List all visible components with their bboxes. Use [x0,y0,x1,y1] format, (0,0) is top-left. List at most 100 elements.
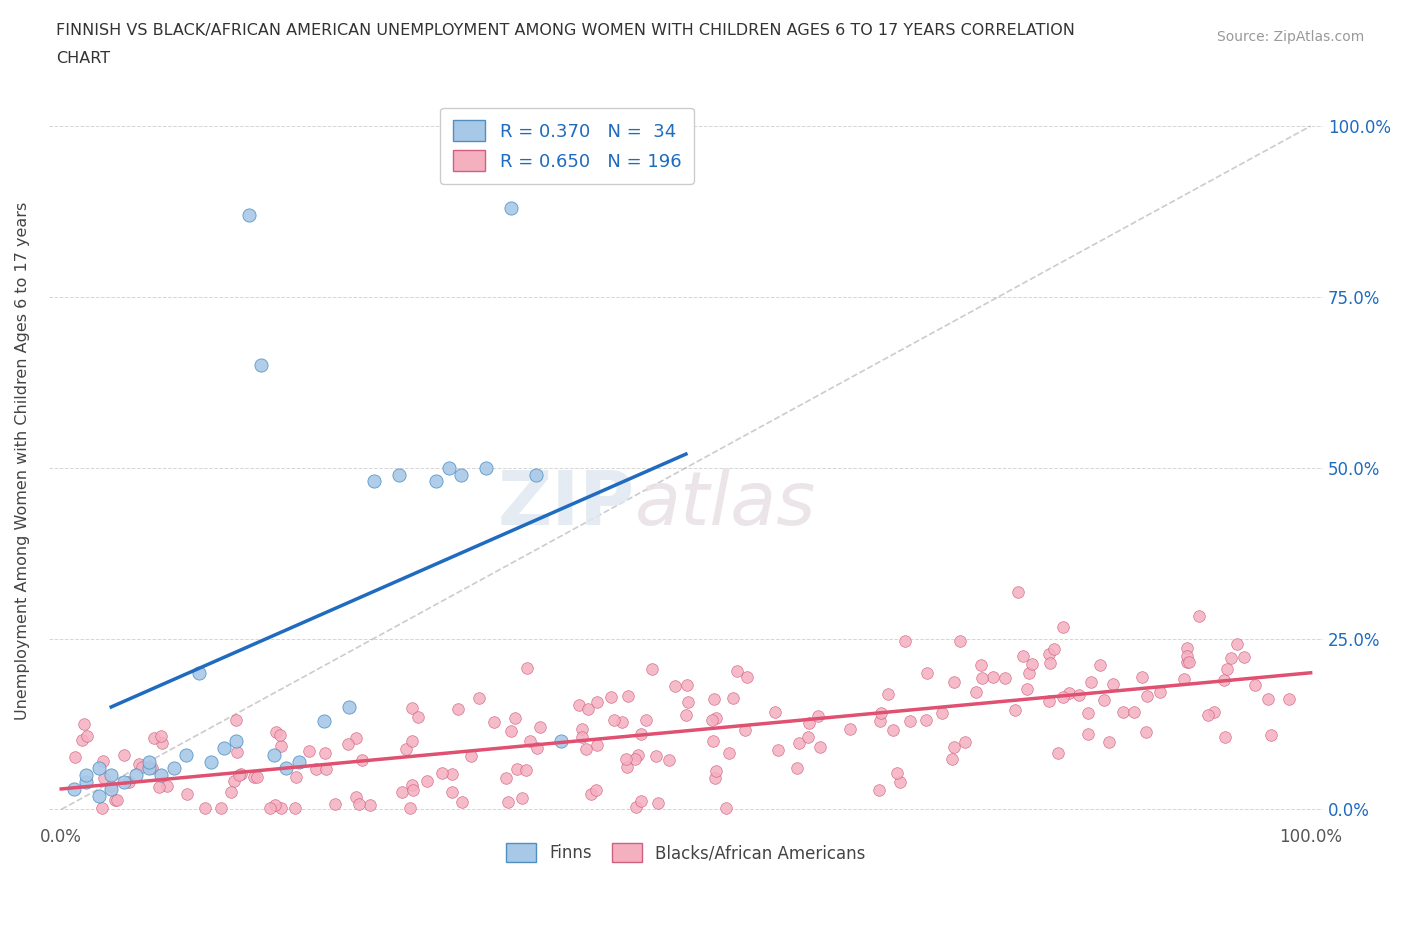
Point [700,712,723,727]
Point [298,744,321,759]
Point [1043,642,1066,657]
Point [703,771,725,786]
Point [150,728,173,743]
Point [387,467,409,482]
Point [344,790,367,804]
Point [624,751,647,766]
Point [575,742,598,757]
Point [264,797,287,812]
Text: Source: ZipAtlas.com: Source: ZipAtlas.com [1216,30,1364,44]
Point [585,782,607,797]
Point [1178,654,1201,669]
Point [636,712,658,727]
Point [225,734,247,749]
Text: ZIP: ZIP [498,468,636,541]
Point [526,741,548,756]
Point [1135,724,1157,739]
Point [148,779,170,794]
Point [931,706,953,721]
Point [499,201,522,216]
Legend: Finns, Blacks/African Americans: Finns, Blacks/African Americans [499,837,873,870]
Point [1136,689,1159,704]
Point [1077,706,1099,721]
Point [87,789,110,804]
Point [225,744,247,759]
Point [943,740,966,755]
Point [955,735,977,750]
Point [228,767,250,782]
Point [398,801,420,816]
Point [447,702,470,717]
Point [1233,649,1256,664]
Point [91,753,114,768]
Point [437,460,460,475]
Point [100,779,122,794]
Point [1088,658,1111,672]
Point [75,775,97,790]
Point [766,742,789,757]
Point [468,690,491,705]
Point [270,801,292,816]
Point [347,796,370,811]
Point [163,761,186,776]
Point [401,700,423,715]
Point [1101,677,1123,692]
Point [359,798,381,813]
Point [510,790,533,805]
Point [1052,619,1074,634]
Point [450,467,472,482]
Point [225,713,247,728]
Point [630,726,652,741]
Point [529,719,551,734]
Point [550,734,572,749]
Point [1007,585,1029,600]
Point [430,765,453,780]
Point [505,711,527,725]
Point [675,708,697,723]
Point [576,702,599,717]
Point [156,779,179,794]
Point [915,713,938,728]
Point [658,753,681,768]
Point [970,671,993,685]
Point [599,689,621,704]
Point [786,760,808,775]
Point [585,737,607,752]
Point [315,762,337,777]
Point [138,761,160,776]
Point [516,660,538,675]
Point [647,796,669,811]
Point [1057,685,1080,700]
Point [1197,708,1219,723]
Point [734,723,756,737]
Point [702,734,724,749]
Point [627,748,650,763]
Point [1226,636,1249,651]
Point [231,766,253,781]
Point [797,715,820,730]
Point [1260,727,1282,742]
Point [1175,641,1198,656]
Point [209,801,232,816]
Point [112,775,135,790]
Point [93,770,115,785]
Point [284,801,307,816]
Point [363,474,385,489]
Point [460,748,482,763]
Point [981,670,1004,684]
Point [704,764,727,778]
Point [645,749,668,764]
Point [704,711,727,725]
Point [877,686,900,701]
Point [1175,648,1198,663]
Point [515,763,537,777]
Y-axis label: Unemployment Among Women with Children Ages 6 to 17 years: Unemployment Among Women with Children A… [15,202,30,720]
Point [187,665,209,680]
Point [425,474,447,489]
Point [125,768,148,783]
Point [475,460,498,475]
Point [246,770,269,785]
Point [337,736,360,751]
Point [889,775,911,790]
Point [451,795,474,810]
